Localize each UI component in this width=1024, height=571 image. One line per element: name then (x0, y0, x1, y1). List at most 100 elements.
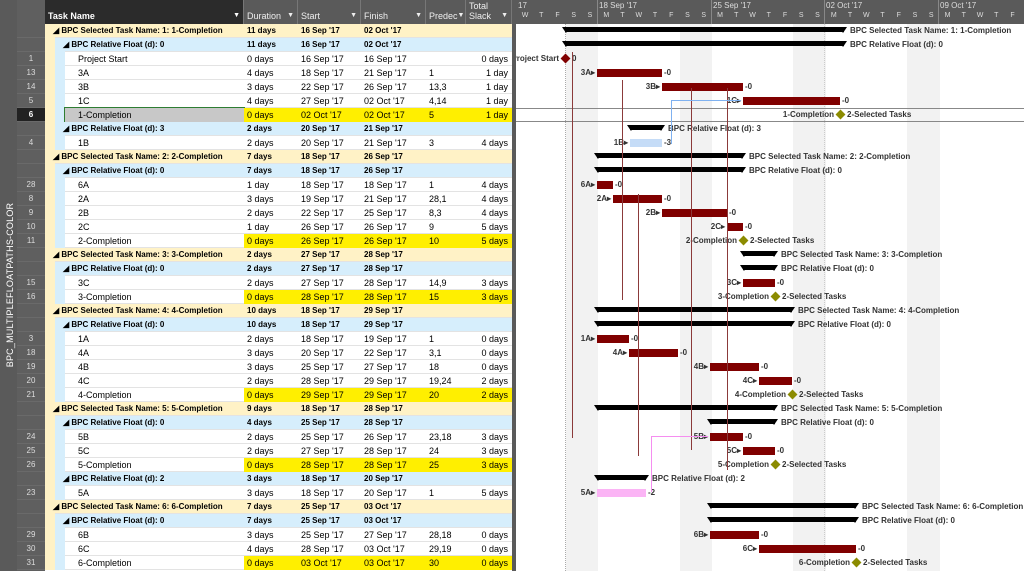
cell-dur[interactable]: 0 days (244, 234, 298, 248)
cell-finish[interactable]: 03 Oct '17 (364, 502, 402, 511)
cell-start[interactable]: 18 Sep '17 (301, 488, 344, 498)
group-header-row[interactable]: ◢ BPC Relative Float (d): 0 11 days 16 Sep… (45, 38, 512, 52)
cell-pred[interactable]: 18 (429, 362, 440, 372)
cell-name[interactable]: ◢ BPC Selected Task Name: 2: 2-Completio… (53, 152, 223, 161)
row-number[interactable]: 24 (17, 430, 45, 444)
cell-name[interactable]: 5A (78, 488, 90, 498)
summary-bar[interactable] (594, 307, 795, 313)
cell-name[interactable]: 1-Completion (64, 107, 245, 123)
cell-finish[interactable]: 28 Sep '17 (364, 250, 403, 259)
task-bar[interactable] (662, 209, 727, 217)
table-row[interactable]: 3-Completion 0 days 28 Sep '17 28 Sep '17 15… (45, 290, 512, 304)
row-number[interactable]: 28 (17, 178, 45, 192)
dropdown-arrow-icon[interactable]: ▼ (501, 12, 508, 19)
cell-name[interactable]: 6C (78, 544, 90, 554)
cell-dur[interactable]: 4 days (247, 68, 274, 78)
cell-finish[interactable]: 29 Sep '17 (364, 320, 403, 329)
cell-dur[interactable]: 2 days (247, 208, 274, 218)
cell-start[interactable]: 26 Sep '17 (301, 222, 344, 232)
cell-slack[interactable] (466, 38, 512, 52)
column-header-total-slack[interactable]: Total Slack ▼ (466, 0, 512, 24)
cell-dur[interactable]: 10 days (247, 320, 277, 329)
cell-start[interactable]: 02 Oct '17 (298, 108, 361, 122)
milestone-diamond-icon[interactable] (770, 459, 781, 470)
cell-slack[interactable]: 1 day (485, 68, 508, 78)
cell-name[interactable]: 2-Completion (78, 236, 132, 246)
cell-finish[interactable]: 19 Sep '17 (364, 334, 407, 344)
cell-start[interactable]: 18 Sep '17 (301, 334, 344, 344)
table-row[interactable]: 5A 3 days 18 Sep '17 20 Sep '17 1 5 days (45, 486, 512, 500)
cell-start[interactable]: 18 Sep '17 (301, 68, 344, 78)
cell-slack[interactable]: 3 days (481, 432, 508, 442)
cell-pred[interactable] (426, 304, 466, 318)
cell-name[interactable]: 5C (78, 446, 90, 456)
group-header-row[interactable]: ◢ BPC Relative Float (d): 0 4 days 25 Sep … (45, 416, 512, 430)
cell-dur[interactable]: 7 days (247, 152, 272, 161)
task-bar[interactable] (597, 489, 646, 497)
task-bar[interactable] (743, 97, 840, 105)
cell-slack[interactable]: 1 day (485, 96, 508, 106)
cell-dur[interactable]: 0 days (247, 54, 274, 64)
cell-finish[interactable]: 29 Sep '17 (364, 376, 407, 386)
cell-name[interactable]: 4A (78, 348, 90, 358)
cell-finish[interactable]: 26 Sep '17 (361, 234, 426, 248)
cell-slack[interactable]: 1 day (466, 108, 512, 122)
cell-slack[interactable]: 3 days (466, 290, 512, 304)
cell-dur[interactable]: 7 days (247, 502, 272, 511)
cell-pred[interactable]: 1 (429, 334, 435, 344)
cell-name[interactable]: ◢ BPC Relative Float (d): 0 (63, 516, 165, 525)
cell-finish[interactable]: 02 Oct '17 (364, 26, 402, 35)
task-bar[interactable] (710, 433, 743, 441)
summary-bar[interactable] (627, 125, 665, 131)
cell-slack[interactable]: 1 day (485, 82, 508, 92)
cell-dur[interactable]: 2 days (247, 124, 272, 133)
cell-slack[interactable]: 5 days (481, 222, 508, 232)
group-header-row[interactable]: ◢ BPC Relative Float (d): 0 2 days 27 Sep … (45, 262, 512, 276)
cell-name[interactable]: 6-Completion (78, 558, 132, 568)
cell-slack[interactable] (466, 164, 512, 178)
row-number[interactable]: 18 (17, 346, 45, 360)
cell-start[interactable]: 27 Sep '17 (301, 278, 344, 288)
cell-pred[interactable] (426, 164, 466, 178)
summary-bar[interactable] (562, 27, 847, 33)
column-header-task-name[interactable]: Task Name ▼ (45, 0, 244, 24)
cell-finish[interactable]: 03 Oct '17 (364, 516, 402, 525)
row-number[interactable]: 1 (17, 52, 45, 66)
cell-start[interactable]: 19 Sep '17 (301, 194, 344, 204)
task-bar[interactable] (597, 69, 662, 77)
group-header-row[interactable]: ◢ BPC Relative Float (d): 0 10 days 18 Sep… (45, 318, 512, 332)
cell-finish[interactable]: 26 Sep '17 (364, 82, 407, 92)
task-bar[interactable] (710, 363, 759, 371)
cell-pred[interactable]: 24 (429, 446, 440, 456)
cell-name[interactable]: ◢ BPC Selected Task Name: 1: 1-Completio… (53, 26, 223, 35)
cell-finish[interactable]: 28 Sep '17 (364, 264, 403, 273)
cell-finish[interactable]: 20 Sep '17 (364, 474, 403, 483)
cell-slack[interactable] (466, 514, 512, 528)
row-number[interactable]: 8 (17, 192, 45, 206)
cell-name[interactable]: ◢ BPC Selected Task Name: 4: 4-Completio… (53, 306, 223, 315)
row-number[interactable]: 26 (17, 458, 45, 472)
task-bar[interactable] (662, 83, 743, 91)
summary-bar[interactable] (594, 167, 746, 173)
cell-start[interactable]: 25 Sep '17 (301, 362, 344, 372)
row-number[interactable]: 15 (17, 276, 45, 290)
cell-finish[interactable]: 28 Sep '17 (364, 404, 403, 413)
cell-name[interactable]: ◢ BPC Selected Task Name: 3: 3-Completio… (53, 250, 223, 259)
cell-slack[interactable]: 4 days (481, 180, 508, 190)
cell-dur[interactable]: 2 days (247, 250, 272, 259)
column-header-finish[interactable]: Finish ▼ (361, 0, 426, 24)
cell-start[interactable]: 16 Sep '17 (301, 40, 340, 49)
cell-dur[interactable]: 3 days (247, 474, 272, 483)
cell-pred[interactable] (426, 52, 466, 66)
cell-slack[interactable] (466, 500, 512, 514)
cell-pred[interactable]: 25 (426, 458, 466, 472)
table-row[interactable]: Project Start 0 days 16 Sep '17 16 Sep '17 0… (45, 52, 512, 66)
row-number[interactable] (17, 514, 45, 528)
task-bar[interactable] (630, 139, 662, 147)
cell-slack[interactable] (466, 304, 512, 318)
cell-dur[interactable]: 2 days (247, 432, 274, 442)
row-number[interactable]: 21 (17, 388, 45, 402)
cell-dur[interactable]: 0 days (244, 388, 298, 402)
milestone-diamond-icon[interactable] (738, 235, 749, 246)
pane-splitter[interactable] (512, 0, 516, 571)
